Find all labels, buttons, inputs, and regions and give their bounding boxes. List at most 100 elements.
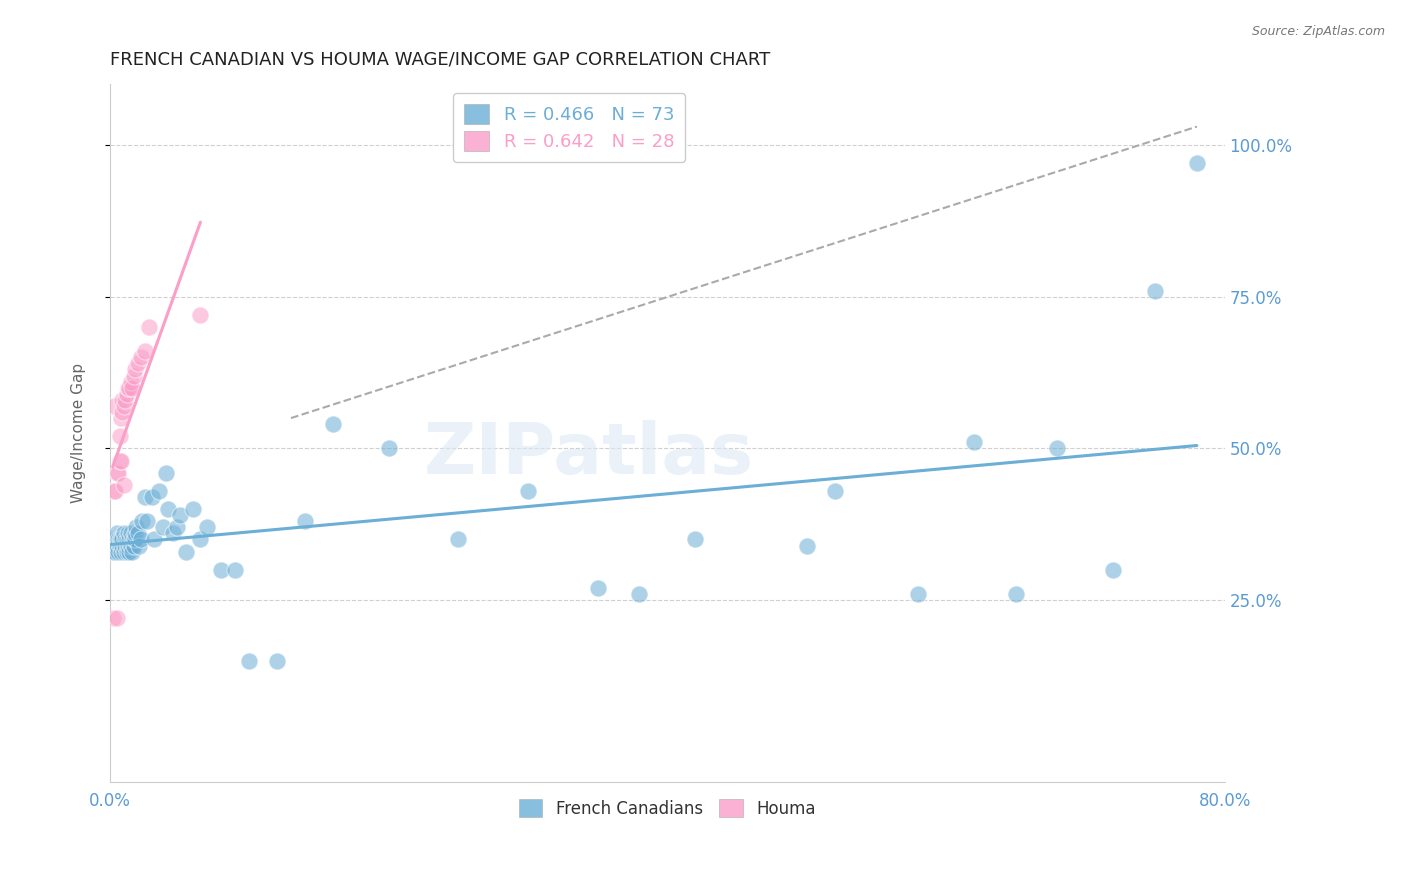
Point bbox=[162, 526, 184, 541]
Point bbox=[117, 381, 139, 395]
Point bbox=[107, 533, 129, 547]
Point bbox=[127, 356, 149, 370]
Point bbox=[169, 508, 191, 523]
Point bbox=[124, 533, 146, 547]
Point bbox=[101, 544, 124, 558]
Point bbox=[114, 539, 136, 553]
Point bbox=[824, 483, 846, 498]
Point bbox=[124, 526, 146, 541]
Point bbox=[110, 544, 132, 558]
Point bbox=[134, 490, 156, 504]
Point bbox=[108, 429, 131, 443]
Point bbox=[122, 368, 145, 383]
Point bbox=[121, 544, 143, 558]
Point bbox=[120, 375, 142, 389]
Point bbox=[103, 483, 125, 498]
Point bbox=[183, 502, 205, 516]
Point bbox=[108, 453, 131, 467]
Point bbox=[129, 351, 152, 365]
Point bbox=[114, 533, 136, 547]
Point bbox=[104, 544, 127, 558]
Point bbox=[224, 563, 246, 577]
Point bbox=[197, 520, 219, 534]
Point bbox=[120, 526, 142, 541]
Point bbox=[190, 533, 212, 547]
Point bbox=[136, 514, 159, 528]
Point bbox=[115, 533, 138, 547]
Point bbox=[110, 411, 132, 425]
Point bbox=[796, 539, 818, 553]
Point bbox=[108, 533, 131, 547]
Point bbox=[125, 520, 148, 534]
Point bbox=[128, 539, 150, 553]
Point bbox=[166, 520, 188, 534]
Point bbox=[683, 533, 706, 547]
Point bbox=[157, 502, 180, 516]
Point bbox=[121, 533, 143, 547]
Point bbox=[209, 563, 232, 577]
Point bbox=[111, 405, 134, 419]
Point bbox=[377, 442, 399, 456]
Point bbox=[114, 392, 136, 407]
Point bbox=[105, 526, 128, 541]
Point bbox=[516, 483, 538, 498]
Point bbox=[107, 466, 129, 480]
Point bbox=[1046, 442, 1069, 456]
Point bbox=[124, 362, 146, 376]
Point bbox=[112, 399, 135, 413]
Point bbox=[122, 539, 145, 553]
Point bbox=[127, 526, 149, 541]
Point bbox=[111, 392, 134, 407]
Point bbox=[104, 483, 127, 498]
Point bbox=[108, 539, 131, 553]
Point bbox=[122, 533, 145, 547]
Point bbox=[111, 533, 134, 547]
Point bbox=[129, 533, 152, 547]
Point bbox=[118, 381, 141, 395]
Text: Source: ZipAtlas.com: Source: ZipAtlas.com bbox=[1251, 25, 1385, 38]
Point bbox=[115, 386, 138, 401]
Point bbox=[118, 533, 141, 547]
Point bbox=[907, 587, 929, 601]
Point bbox=[104, 533, 127, 547]
Point bbox=[105, 466, 128, 480]
Point bbox=[1102, 563, 1125, 577]
Point bbox=[111, 539, 134, 553]
Point bbox=[105, 539, 128, 553]
Point bbox=[176, 544, 198, 558]
Point bbox=[107, 544, 129, 558]
Point bbox=[117, 539, 139, 553]
Point bbox=[586, 581, 609, 595]
Point bbox=[118, 544, 141, 558]
Point bbox=[628, 587, 651, 601]
Point bbox=[447, 533, 470, 547]
Point bbox=[110, 453, 132, 467]
Text: ZIPatlas: ZIPatlas bbox=[425, 420, 754, 489]
Text: FRENCH CANADIAN VS HOUMA WAGE/INCOME GAP CORRELATION CHART: FRENCH CANADIAN VS HOUMA WAGE/INCOME GAP… bbox=[110, 51, 770, 69]
Point bbox=[266, 654, 288, 668]
Point bbox=[322, 417, 344, 431]
Point bbox=[117, 526, 139, 541]
Point bbox=[294, 514, 316, 528]
Point bbox=[105, 611, 128, 625]
Point bbox=[152, 520, 174, 534]
Point bbox=[238, 654, 260, 668]
Point bbox=[120, 539, 142, 553]
Point bbox=[148, 483, 170, 498]
Y-axis label: Wage/Income Gap: Wage/Income Gap bbox=[72, 363, 86, 503]
Point bbox=[121, 381, 143, 395]
Point bbox=[1004, 587, 1026, 601]
Point bbox=[141, 490, 163, 504]
Legend: French Canadians, Houma: French Canadians, Houma bbox=[512, 792, 823, 824]
Point bbox=[138, 320, 160, 334]
Point bbox=[134, 344, 156, 359]
Point bbox=[1185, 156, 1208, 170]
Point bbox=[963, 435, 986, 450]
Point bbox=[115, 544, 138, 558]
Point bbox=[143, 533, 166, 547]
Point bbox=[110, 533, 132, 547]
Point bbox=[1144, 284, 1167, 298]
Point bbox=[103, 399, 125, 413]
Point bbox=[112, 478, 135, 492]
Point bbox=[112, 526, 135, 541]
